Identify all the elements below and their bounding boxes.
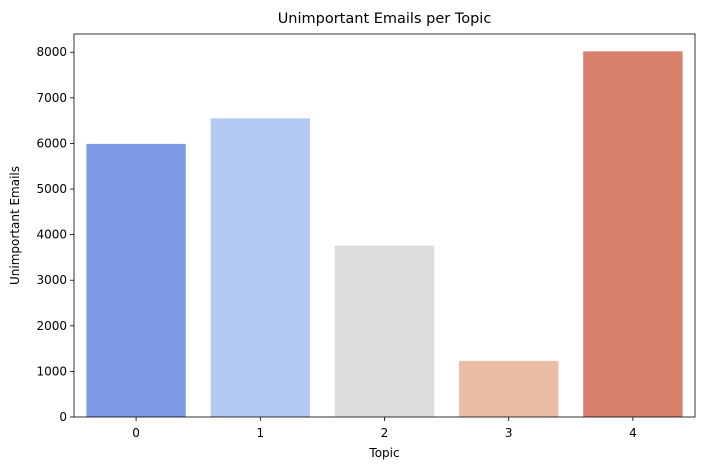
bars-layer bbox=[86, 51, 683, 417]
y-tick-label: 3000 bbox=[36, 273, 67, 287]
y-tick-label: 2000 bbox=[36, 319, 67, 333]
ticks-layer: 0 1 2 3 4 0 1000 2000 3000 4000 5000 6000 7000 8000 bbox=[36, 45, 636, 440]
x-tick-label: 4 bbox=[629, 426, 637, 440]
x-axis-label: Topic bbox=[368, 446, 399, 460]
y-tick-label: 7000 bbox=[36, 91, 67, 105]
x-tick-label: 1 bbox=[256, 426, 264, 440]
x-tick-label: 3 bbox=[505, 426, 513, 440]
y-tick-label: 5000 bbox=[36, 182, 67, 196]
bar-topic-4 bbox=[583, 51, 683, 417]
chart-title: Unimportant Emails per Topic bbox=[278, 11, 492, 27]
bar-topic-0 bbox=[86, 143, 186, 417]
y-tick-label: 1000 bbox=[36, 364, 67, 378]
bar-topic-3 bbox=[459, 360, 559, 417]
bar-topic-1 bbox=[210, 118, 310, 417]
bar-topic-2 bbox=[334, 245, 435, 417]
y-tick-label: 6000 bbox=[36, 136, 67, 150]
y-tick-label: 4000 bbox=[36, 228, 67, 242]
x-tick-label: 0 bbox=[132, 426, 140, 440]
y-axis-label: Unimportant Emails bbox=[8, 166, 22, 285]
x-tick-label: 2 bbox=[381, 426, 389, 440]
y-tick-label: 8000 bbox=[36, 45, 67, 59]
y-tick-label: 0 bbox=[59, 410, 67, 424]
